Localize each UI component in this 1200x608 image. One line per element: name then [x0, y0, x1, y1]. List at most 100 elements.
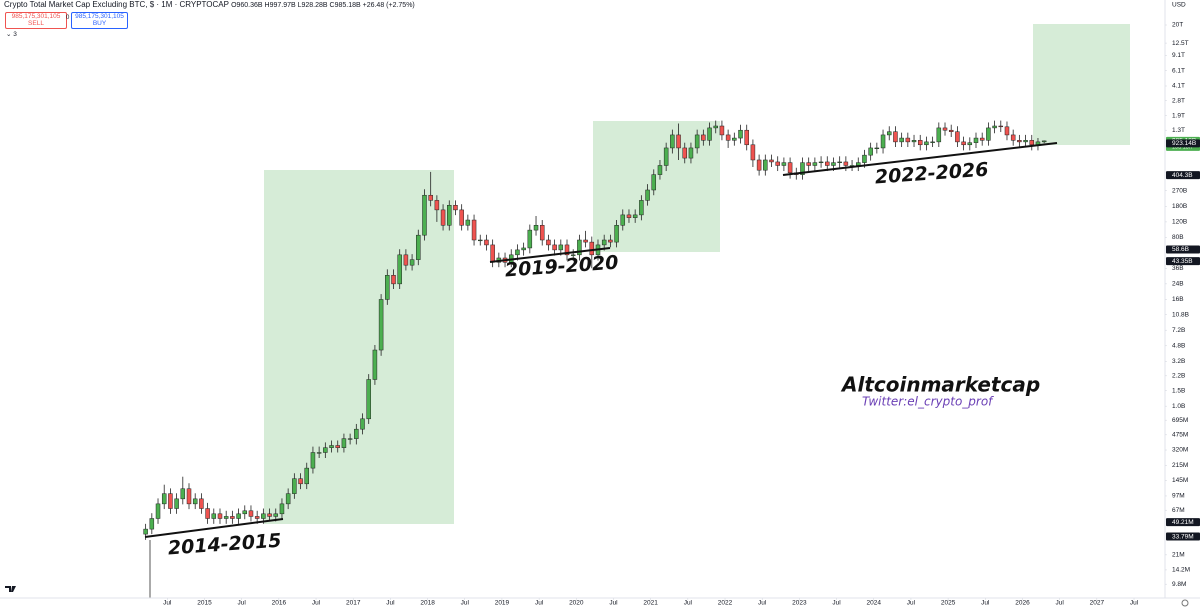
candle-body	[323, 447, 328, 453]
candle-body	[490, 244, 495, 263]
indicators-toggle[interactable]: ⌄ 3	[6, 31, 17, 38]
candle-body	[149, 518, 155, 530]
candle-body	[1010, 134, 1016, 141]
candle-body	[663, 147, 669, 166]
candle-body	[577, 239, 582, 256]
candle-body	[465, 219, 471, 226]
candle-body	[868, 147, 873, 156]
candle-body	[583, 239, 588, 243]
candle-body	[385, 275, 390, 300]
candle-body	[961, 141, 966, 146]
y-tick-label: 12.5T	[1172, 40, 1189, 47]
candle-body	[775, 161, 780, 166]
candle-body	[1041, 140, 1047, 143]
y-tick-label: 4.8B	[1172, 343, 1185, 350]
y-tick-label: 6.1T	[1172, 67, 1185, 74]
candle-body	[899, 137, 904, 143]
candle-body	[756, 159, 762, 171]
candle-body	[161, 493, 167, 505]
candle-body	[254, 516, 260, 519]
x-tick-label: 2016	[272, 600, 287, 607]
candle-body	[682, 147, 687, 159]
candle-body	[298, 478, 303, 485]
y-tick-label: 36B	[1172, 265, 1184, 272]
candle-body	[533, 225, 539, 231]
price-label-bg	[1166, 532, 1200, 541]
y-tick-label: 4.1T	[1172, 83, 1185, 90]
candle-body	[292, 478, 297, 494]
candle-body	[484, 239, 489, 246]
trend-line	[782, 142, 1058, 176]
symbol-title: Crypto Total Market Cap Excluding BTC, $…	[4, 0, 229, 9]
candle-body	[267, 513, 272, 517]
y-tick-label: 695M	[1172, 417, 1188, 424]
candle-body	[329, 445, 334, 448]
candle-body	[335, 445, 340, 448]
chart-title: Crypto Total Market Cap Excluding BTC, $…	[4, 0, 415, 9]
y-tick-label: 10.8B	[1172, 311, 1189, 318]
y-tick-label: 20T	[1172, 22, 1183, 29]
candle-body	[564, 244, 570, 256]
candle-body	[843, 161, 849, 166]
y-tick-label: 215M	[1172, 462, 1188, 469]
candle-body	[478, 239, 483, 242]
y-tick-label: 16B	[1172, 296, 1184, 303]
candle-body	[310, 452, 316, 469]
candle-body	[893, 131, 898, 143]
logo	[5, 586, 16, 592]
candle-body	[911, 140, 917, 143]
x-tick-label: Jul	[1130, 600, 1139, 607]
x-tick-label: 2025	[941, 600, 956, 607]
candle-body	[589, 241, 595, 256]
candle-body	[378, 299, 384, 351]
settings-icon[interactable]	[1181, 599, 1189, 607]
sell-button[interactable]: 985,175,301,105 SELL	[5, 12, 67, 29]
candle-body	[632, 214, 638, 218]
candle-body	[285, 493, 291, 505]
candle-body	[886, 131, 892, 136]
candle-body	[725, 134, 731, 141]
x-tick-label: 2017	[346, 600, 361, 607]
y-tick-label: 270B	[1172, 187, 1187, 194]
candle-body	[769, 159, 774, 163]
candle-body	[787, 162, 793, 174]
candle-body	[800, 162, 805, 175]
candle-body	[614, 225, 619, 243]
candle-body	[279, 503, 285, 515]
x-tick-label: 2026	[1015, 600, 1030, 607]
candle-body	[955, 131, 960, 143]
price-label-bg	[1166, 139, 1200, 148]
candle-body	[818, 161, 824, 163]
candle-body	[626, 214, 632, 218]
y-tick-label: 475M	[1172, 432, 1188, 439]
candle-body	[763, 159, 768, 171]
price-label: 49.21M	[1172, 519, 1194, 526]
x-tick-label: Jul	[907, 600, 916, 607]
x-tick-label: 2018	[420, 600, 435, 607]
candle-body	[1017, 140, 1022, 143]
candle-body	[168, 493, 173, 509]
buy-button[interactable]: 985,175,301,105 BUY	[71, 12, 128, 29]
candle-body	[694, 134, 700, 149]
y-tick-label: 180B	[1172, 203, 1187, 210]
candle-body	[570, 254, 576, 256]
y-tick-label: 2.2B	[1172, 373, 1185, 380]
x-tick-label: Jul	[386, 600, 395, 607]
candle-body	[558, 244, 564, 251]
candle-body	[447, 204, 452, 226]
y-tick-label: 67M	[1172, 507, 1185, 514]
candle-body	[719, 125, 725, 136]
candle-body	[155, 503, 161, 519]
candle-body	[527, 229, 533, 249]
candle-body	[979, 137, 985, 141]
x-tick-label: Jul	[312, 600, 321, 607]
candle-body	[831, 162, 836, 166]
candle-body	[180, 488, 186, 500]
y-tick-label: 2.8T	[1172, 97, 1185, 104]
candle-body	[948, 129, 954, 132]
indicators-count: 3	[13, 31, 17, 38]
candle-body	[620, 214, 626, 226]
